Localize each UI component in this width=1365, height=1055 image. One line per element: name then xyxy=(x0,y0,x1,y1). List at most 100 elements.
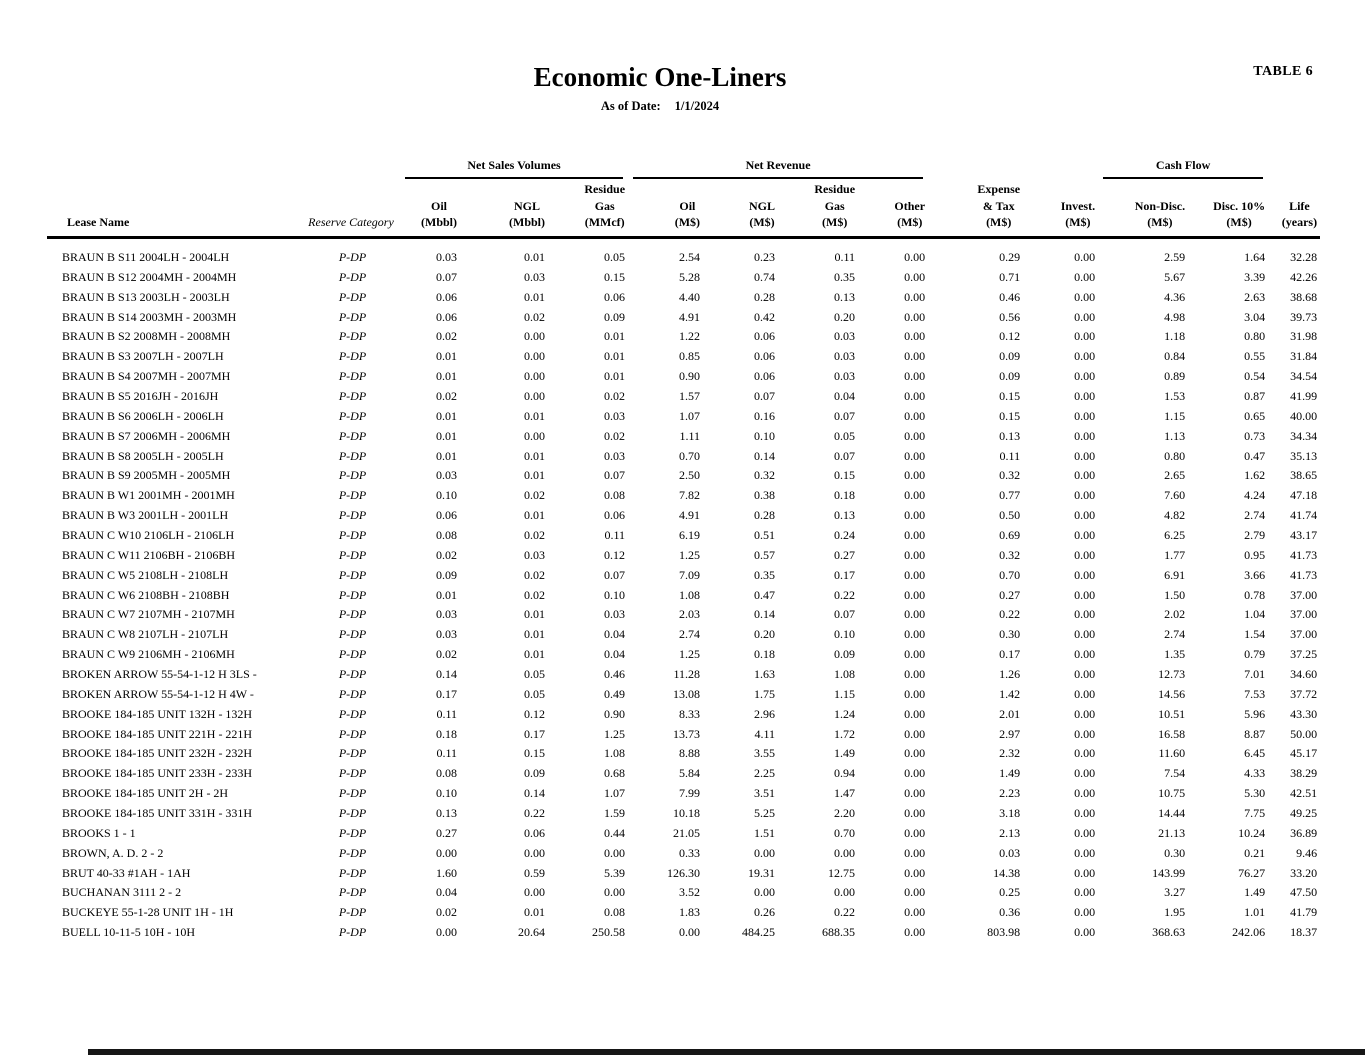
column-header-residue-gas-ms: Residue Gas (M$) xyxy=(778,179,859,239)
cell-other-ms: 0.00 xyxy=(904,905,926,920)
cell-other-ms: 0.00 xyxy=(904,746,926,761)
cell-invest-ms: 0.00 xyxy=(1074,369,1096,384)
cell-ngl-mbbl: 0.00 xyxy=(524,845,545,860)
cell-ngl-ms: 0.00 xyxy=(754,845,776,860)
cell-non-disc-ms: 1.13 xyxy=(1164,428,1186,443)
cell-oil-ms: 13.08 xyxy=(673,686,701,701)
cell-oil-mbbl: 0.02 xyxy=(436,547,457,562)
cell-residue-gas-mmcf: 0.44 xyxy=(604,825,626,840)
cell-expense-tax-ms: 0.27 xyxy=(999,587,1021,602)
cell-expense-tax-ms: 1.26 xyxy=(999,666,1021,681)
cell-ngl-mbbl: 0.01 xyxy=(524,408,545,423)
cell-ngl-mbbl: 0.14 xyxy=(524,786,545,801)
table-row: BROOKE 184-185 UNIT 132H - 132H P-DP 0.11 0… xyxy=(47,704,1320,724)
cell-reserve-category: P-DP xyxy=(338,627,367,642)
cell-oil-mbbl: 0.08 xyxy=(436,527,457,542)
cell-lease-name: BROOKE 184-185 UNIT 233H - 233H xyxy=(62,766,253,781)
cell-reserve-category: P-DP xyxy=(338,329,367,344)
cell-residue-gas-mmcf: 1.07 xyxy=(604,786,626,801)
cell-life-years: 37.00 xyxy=(1290,627,1318,642)
table-row: BRAUN B S3 2007LH - 2007LH P-DP 0.01 0.00 0.… xyxy=(47,347,1320,367)
cell-ngl-ms: 484.25 xyxy=(742,925,776,940)
cell-non-disc-ms: 4.82 xyxy=(1164,508,1186,523)
cell-oil-ms: 1.08 xyxy=(679,587,701,602)
cell-non-disc-ms: 0.84 xyxy=(1164,349,1186,364)
cell-invest-ms: 0.00 xyxy=(1074,349,1096,364)
cell-ngl-ms: 0.20 xyxy=(754,627,776,642)
cell-oil-ms: 8.33 xyxy=(679,706,701,721)
cell-reserve-category: P-DP xyxy=(338,706,367,721)
cell-reserve-category: P-DP xyxy=(338,269,367,284)
cell-residue-gas-ms: 0.07 xyxy=(834,448,856,463)
cell-oil-ms: 0.90 xyxy=(679,369,701,384)
table-row: BROWN, A. D. 2 - 2 P-DP 0.00 0.00 0.00 0.33 0.… xyxy=(47,843,1320,863)
cell-residue-gas-ms: 0.13 xyxy=(834,289,856,304)
cell-reserve-category: P-DP xyxy=(338,488,367,503)
cell-ngl-ms: 3.55 xyxy=(754,746,776,761)
as-of-date-line: As of Date: 1/1/2024 xyxy=(0,99,1320,114)
cell-lease-name: BRAUN B W1 2001MH - 2001MH xyxy=(62,488,235,503)
cell-disc-10-ms: 0.21 xyxy=(1244,845,1266,860)
table-row: BRAUN C W10 2106LH - 2106LH P-DP 0.08 0.02 0… xyxy=(47,526,1320,546)
cell-ngl-mbbl: 0.17 xyxy=(524,726,545,741)
cell-residue-gas-ms: 0.94 xyxy=(834,766,856,781)
cell-oil-mbbl: 0.27 xyxy=(436,825,457,840)
cell-lease-name: BRAUN C W9 2106MH - 2106MH xyxy=(62,647,235,662)
cell-ngl-mbbl: 0.02 xyxy=(524,488,545,503)
cell-disc-10-ms: 0.73 xyxy=(1244,428,1266,443)
cell-life-years: 34.60 xyxy=(1290,666,1318,681)
page-title: Economic One-Liners xyxy=(533,62,787,92)
cell-non-disc-ms: 11.60 xyxy=(1158,746,1186,761)
table-row: BROKEN ARROW 55-54-1-12 H 3LS - P-DP 0.14 0… xyxy=(47,665,1320,685)
cell-oil-ms: 2.74 xyxy=(679,627,701,642)
cell-disc-10-ms: 0.79 xyxy=(1244,647,1266,662)
cell-residue-gas-ms: 1.24 xyxy=(834,706,856,721)
cell-non-disc-ms: 1.18 xyxy=(1164,329,1186,344)
cell-lease-name: BRAUN B S8 2005LH - 2005LH xyxy=(62,448,224,463)
cell-reserve-category: P-DP xyxy=(338,508,367,523)
column-header-non-disc-ms: Non-Disc. (M$) xyxy=(1098,179,1189,239)
cell-expense-tax-ms: 0.56 xyxy=(999,309,1021,324)
table-row: BRAUN C W7 2107MH - 2107MH P-DP 0.03 0.01 0.… xyxy=(47,605,1320,625)
cell-residue-gas-ms: 0.03 xyxy=(834,369,856,384)
cell-reserve-category: P-DP xyxy=(338,448,367,463)
column-header-oil-mbbl: Oil (Mbbl) xyxy=(400,179,460,239)
cell-reserve-category: P-DP xyxy=(338,309,367,324)
cell-reserve-category: P-DP xyxy=(338,547,367,562)
cell-lease-name: BRAUN C W7 2107MH - 2107MH xyxy=(62,607,235,622)
spacer-lease-category xyxy=(47,152,400,179)
cell-life-years: 43.17 xyxy=(1290,527,1318,542)
cell-other-ms: 0.00 xyxy=(904,527,926,542)
cell-ngl-ms: 0.47 xyxy=(754,587,776,602)
cell-ngl-ms: 0.57 xyxy=(754,547,776,562)
cell-expense-tax-ms: 1.42 xyxy=(999,686,1021,701)
cell-residue-gas-mmcf: 0.06 xyxy=(604,508,626,523)
table-row: BRAUN B S14 2003MH - 2003MH P-DP 0.06 0.02 0… xyxy=(47,307,1320,327)
cell-reserve-category: P-DP xyxy=(338,607,367,622)
cell-ngl-ms: 1.63 xyxy=(754,666,776,681)
cell-life-years: 37.00 xyxy=(1290,587,1318,602)
cell-oil-mbbl: 0.00 xyxy=(436,845,457,860)
cell-ngl-mbbl: 0.01 xyxy=(524,289,545,304)
cell-oil-ms: 7.99 xyxy=(679,786,701,801)
cell-oil-ms: 11.28 xyxy=(673,666,701,681)
cell-disc-10-ms: 0.65 xyxy=(1244,408,1266,423)
cell-non-disc-ms: 5.67 xyxy=(1164,269,1186,284)
table-row: BRAUN B S7 2006MH - 2006MH P-DP 0.01 0.00 0.… xyxy=(47,426,1320,446)
cell-ngl-ms: 3.51 xyxy=(754,786,776,801)
cell-oil-ms: 0.85 xyxy=(679,349,701,364)
column-header-life-years: Life (years) xyxy=(1268,179,1321,239)
cell-disc-10-ms: 5.96 xyxy=(1244,706,1266,721)
cell-oil-ms: 2.50 xyxy=(679,468,701,483)
cell-residue-gas-ms: 0.00 xyxy=(834,885,856,900)
cell-non-disc-ms: 12.73 xyxy=(1158,666,1186,681)
cell-residue-gas-ms: 0.00 xyxy=(834,845,856,860)
cell-ngl-mbbl: 0.00 xyxy=(524,885,545,900)
cell-disc-10-ms: 7.75 xyxy=(1244,805,1266,820)
cell-disc-10-ms: 0.47 xyxy=(1244,448,1266,463)
cell-residue-gas-mmcf: 0.46 xyxy=(604,666,626,681)
cell-oil-ms: 1.07 xyxy=(679,408,701,423)
table-row: BRAUN B W3 2001LH - 2001LH P-DP 0.06 0.01 0.… xyxy=(47,506,1320,526)
cell-lease-name: BRAUN B S4 2007MH - 2007MH xyxy=(62,369,231,384)
cell-lease-name: BROWN, A. D. 2 - 2 xyxy=(62,845,164,860)
